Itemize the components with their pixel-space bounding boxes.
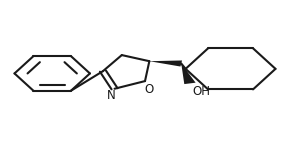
Polygon shape [149, 60, 182, 67]
Text: O: O [145, 83, 154, 96]
Text: OH: OH [193, 85, 211, 98]
Polygon shape [181, 63, 195, 84]
Text: N: N [107, 89, 116, 102]
